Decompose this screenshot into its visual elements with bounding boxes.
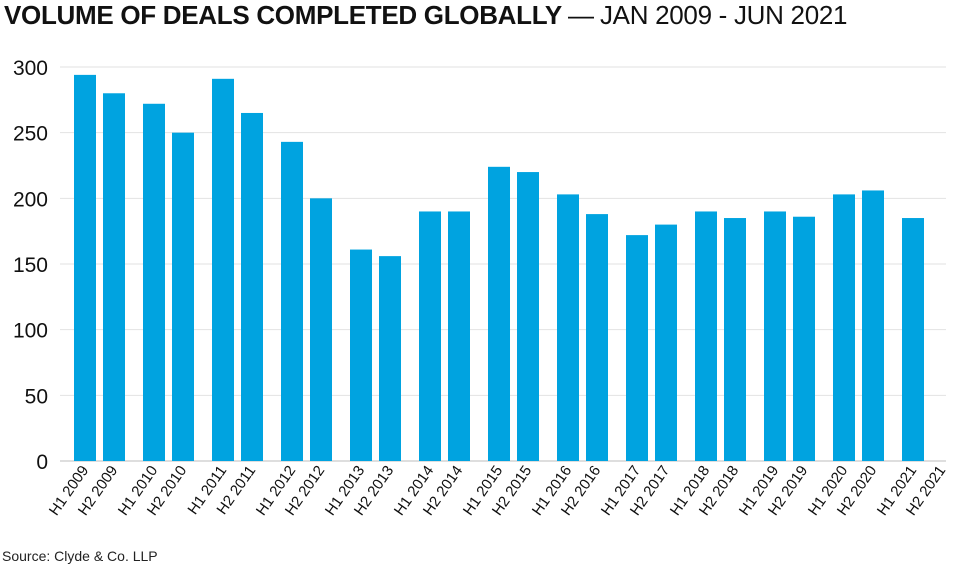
bars [74, 74, 924, 462]
bar-h1-2018 [695, 211, 717, 461]
bar-h1-2010 [143, 103, 165, 462]
bar-h2-2009 [103, 93, 125, 462]
y-tick-label: 300 [13, 57, 48, 80]
bar-h2-2016 [586, 214, 608, 461]
source-note: Source: Clyde & Co. LLP [2, 548, 158, 564]
bar-h1-2013 [350, 249, 372, 461]
bar-h1-2016 [557, 194, 579, 462]
bar-h1-2014 [419, 211, 441, 461]
bar-h1-2019 [764, 211, 786, 461]
bar-h1-2021 [902, 218, 924, 461]
chart-title-row: VOLUME OF DEALS COMPLETED GLOBALLY — JAN 2… [4, 0, 847, 34]
y-tick-label: 150 [13, 254, 48, 277]
y-tick-label: 250 [13, 123, 48, 146]
bar-h1-2012 [281, 141, 303, 462]
bar-h2-2013 [379, 256, 401, 461]
y-tick-label: 50 [25, 385, 48, 408]
title-separator: — [567, 0, 594, 30]
bar-h1-2009 [74, 74, 96, 461]
bar-h2-2010 [172, 132, 194, 461]
y-tick-label: 100 [13, 320, 48, 343]
bar-h2-2014 [448, 211, 470, 461]
bar-h2-2012 [310, 198, 332, 462]
y-axis-ticks: 0 50 100 150 200 250 300 [13, 57, 48, 474]
chart-title: VOLUME OF DEALS COMPLETED GLOBALLY [4, 0, 562, 30]
bar-h2-2020 [862, 190, 884, 461]
bar-h2-2015 [517, 172, 539, 462]
chart-subtitle: JAN 2009 - JUN 2021 [599, 0, 848, 30]
bar-h2-2019 [793, 216, 815, 461]
bar-h2-2018 [724, 218, 746, 461]
bar-h2-2011 [241, 112, 263, 461]
y-tick-label: 200 [13, 188, 48, 211]
bar-h1-2017 [626, 235, 648, 461]
bar-h1-2020 [833, 194, 855, 462]
bar-h2-2017 [655, 224, 677, 461]
bar-h1-2011 [212, 78, 234, 461]
bar-h1-2015 [488, 166, 510, 461]
y-tick-label: 0 [36, 451, 48, 474]
